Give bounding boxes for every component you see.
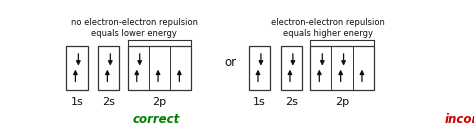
- Text: or: or: [224, 56, 236, 69]
- Text: 1s: 1s: [253, 97, 266, 107]
- Bar: [249, 46, 270, 90]
- Bar: [128, 46, 191, 90]
- Text: 2s: 2s: [102, 97, 115, 107]
- Text: 1s: 1s: [71, 97, 83, 107]
- Bar: [98, 46, 119, 90]
- Text: 2p: 2p: [335, 97, 349, 107]
- Bar: [66, 46, 88, 90]
- Bar: [281, 46, 302, 90]
- Text: 2s: 2s: [285, 97, 298, 107]
- Text: electron-electron repulsion
equals higher energy: electron-electron repulsion equals highe…: [271, 18, 385, 38]
- Text: incorrect: incorrect: [445, 113, 474, 126]
- Bar: [310, 46, 374, 90]
- Text: 2p: 2p: [153, 97, 166, 107]
- Text: correct: correct: [133, 113, 180, 126]
- Text: no electron-electron repulsion
equals lower energy: no electron-electron repulsion equals lo…: [71, 18, 198, 38]
